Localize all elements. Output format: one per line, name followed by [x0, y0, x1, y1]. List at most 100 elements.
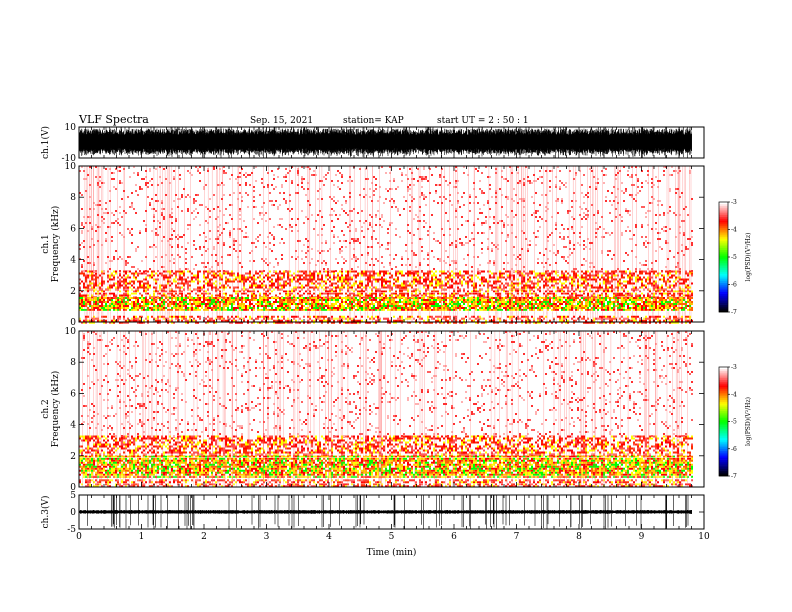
colorbar-segment: [719, 233, 728, 236]
colorbar-segment: [719, 293, 728, 296]
colorbar-segment: [719, 209, 728, 212]
spectrogram-lines: [79, 453, 692, 485]
colorbar-segment: [719, 222, 728, 225]
colorbar-segment: [719, 269, 728, 272]
colorbar-segment: [719, 288, 728, 291]
colorbar-segment: [719, 390, 728, 393]
spectrogram-cells: [83, 331, 691, 437]
colorbar-segment: [719, 275, 728, 278]
y-tick-label: 10: [65, 162, 77, 172]
spectrogram-cells: [81, 331, 693, 437]
y-tick-label: 8: [70, 193, 76, 203]
colorbar-tick-label: -7: [731, 473, 737, 480]
colorbar-segment: [719, 310, 728, 313]
spectrogram-cells: [81, 297, 693, 311]
colorbar-tick-label: -4: [731, 391, 737, 398]
spectrogram-cells: [79, 455, 693, 478]
colorbar-segment: [719, 202, 728, 205]
colorbar-segment: [719, 302, 728, 305]
colorbar-segment: [719, 297, 728, 300]
y-tick-label: 2: [70, 287, 76, 297]
colorbar-ch2: -3 -4 -5 -6 -7 log(PSD)(V²/Hz): [718, 364, 752, 480]
colorbar-segment: [719, 437, 728, 440]
colorbar-segment: [719, 207, 728, 210]
colorbar-segment: [719, 441, 728, 444]
colorbar-segment: [719, 257, 728, 260]
y-tick-label: 0: [70, 318, 76, 328]
colorbar-segment: [719, 454, 728, 457]
colorbar-segment: [719, 425, 728, 428]
colorbar-segment: [719, 374, 728, 377]
colorbar-segment: [719, 231, 728, 234]
y-tick-label: 5: [70, 491, 76, 501]
colorbar-segment: [719, 468, 728, 471]
colorbar-segment: [719, 244, 728, 247]
colorbar-segment: [719, 214, 728, 217]
colorbar-segment: [719, 240, 728, 243]
colorbar-segment: [719, 439, 728, 442]
colorbar-segment: [719, 277, 728, 280]
colorbar-segment: [719, 218, 728, 221]
colorbar-segment: [719, 251, 728, 254]
colorbar-segment: [719, 436, 728, 439]
colorbar-segment: [719, 381, 728, 384]
colorbar-segment: [719, 236, 728, 239]
colorbar-segment: [719, 448, 728, 451]
colorbar-segment: [719, 203, 728, 206]
x-tick-label: 10: [698, 532, 710, 542]
colorbar-segment: [719, 286, 728, 289]
spectrogram-cells: [79, 435, 693, 488]
colorbar-segment: [719, 372, 728, 375]
colorbar-segment: [719, 408, 728, 411]
spectrogram-panel-ch2: 0 2 4 6 8 10 ch.2 Frequency (kHz): [41, 327, 705, 493]
colorbar-segment: [719, 474, 728, 477]
y-axis-label: Frequency (kHz): [50, 371, 61, 448]
y-axis-label: ch.3(V): [40, 496, 51, 529]
colorbar-tick-label: -5: [731, 419, 737, 426]
colorbar-segment: [719, 308, 728, 311]
colorbar-segment: [719, 284, 728, 287]
spectrogram-streaks: [78, 166, 692, 322]
colorbar-segment: [719, 273, 728, 276]
colorbar-ch1: -3 -4 -5 -6 -7 log(PSD)(V²/Hz): [718, 199, 752, 316]
colorbar-label: log(PSD)(V²/Hz): [745, 397, 752, 446]
colorbar-segment: [719, 403, 728, 406]
spectrogram-cells: [79, 297, 693, 311]
colorbar-tick-label: -4: [731, 227, 737, 234]
colorbar-segment: [719, 397, 728, 400]
colorbar-segment: [719, 452, 728, 455]
colorbar-segment: [719, 213, 728, 216]
colorbar-segment: [719, 367, 728, 370]
colorbar-segment: [719, 258, 728, 261]
colorbar-segment: [719, 428, 728, 431]
colorbar-segment: [719, 470, 728, 473]
waveform-panel-ch1: 10 -10 ch.1(V): [40, 123, 705, 164]
colorbar-tick-label: -5: [731, 254, 737, 261]
x-tick-label: 8: [576, 532, 582, 542]
colorbar-segment: [719, 290, 728, 293]
colorbar-segment: [719, 401, 728, 404]
colorbar-segment: [719, 459, 728, 462]
colorbar-segment: [719, 235, 728, 238]
x-tick-label: 0: [76, 532, 82, 542]
y-axis-label: ch.2: [41, 399, 51, 418]
colorbar-segment: [719, 414, 728, 417]
colorbar-segment: [719, 253, 728, 256]
colorbar-segment: [719, 280, 728, 283]
colorbar-segment: [719, 463, 728, 466]
colorbar-segment: [719, 306, 728, 309]
y-tick-label: 6: [70, 389, 76, 399]
colorbar-tick-label: -7: [731, 309, 737, 316]
date-label: Sep. 15, 2021: [250, 116, 313, 126]
y-axis-label: Frequency (kHz): [50, 206, 61, 283]
colorbar-segment: [719, 412, 728, 415]
colorbar-segment: [719, 260, 728, 263]
colorbar-segment: [719, 377, 728, 381]
colorbar-segment: [719, 224, 728, 227]
colorbar-label: log(PSD)(V²/Hz): [745, 233, 752, 282]
colorbar-segment: [719, 227, 728, 230]
colorbar-segment: [719, 220, 728, 223]
colorbar-segment: [719, 385, 728, 388]
colorbar-segment: [719, 406, 728, 410]
